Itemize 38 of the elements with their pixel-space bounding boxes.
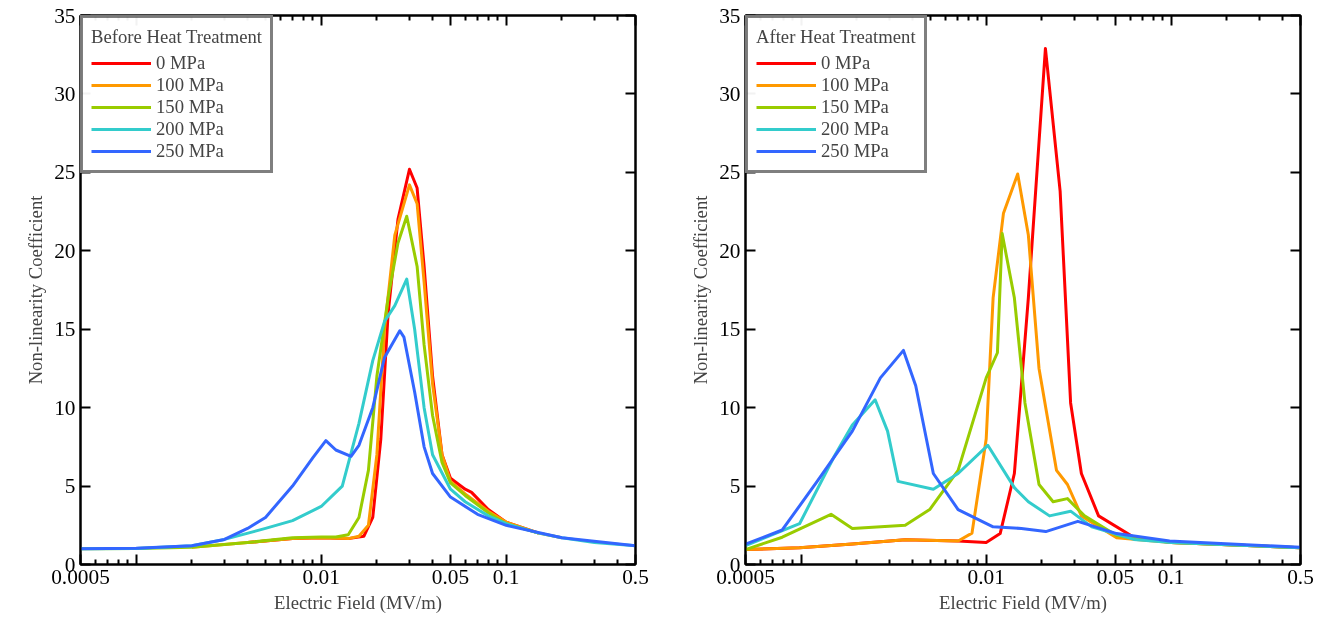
legend-title: After Heat Treatment <box>756 26 916 48</box>
legend-label: 100 MPa <box>156 74 224 96</box>
y-tick-label: 10 <box>719 395 741 420</box>
y-tick-label: 20 <box>54 238 76 263</box>
y-tick-label: 30 <box>719 81 741 106</box>
y-axis-title: Non-linearity Coefficient <box>25 194 47 385</box>
y-tick-label: 35 <box>719 3 741 28</box>
y-tick-label: 10 <box>54 395 76 420</box>
y-tick-label: 15 <box>719 317 741 342</box>
legend-label: 200 MPa <box>156 118 224 140</box>
legend-label: 0 MPa <box>821 52 871 74</box>
y-tick-label: 25 <box>54 160 76 185</box>
x-tick-label: 0.01 <box>302 564 340 589</box>
y-tick-label: 35 <box>54 3 76 28</box>
x-tick-label: 0.5 <box>622 564 649 589</box>
legend-label: 150 MPa <box>156 96 224 118</box>
y-tick-label: 25 <box>719 160 741 185</box>
y-tick-label: 5 <box>64 474 76 499</box>
y-tick-label: 15 <box>54 317 76 342</box>
legend-label: 100 MPa <box>821 74 889 96</box>
legend-label: 200 MPa <box>821 118 889 140</box>
x-tick-label: 0.1 <box>492 564 520 589</box>
x-tick-label: 0.1 <box>1157 564 1185 589</box>
x-tick-label: 0.05 <box>1096 564 1135 589</box>
x-axis-title: Electric Field (MV/m) <box>939 591 1107 614</box>
legend-title: Before Heat Treatment <box>91 26 262 48</box>
legend-label: 250 MPa <box>156 140 224 162</box>
legend-label: 150 MPa <box>821 96 889 118</box>
y-tick-label: 30 <box>54 81 76 106</box>
y-tick-label: 5 <box>729 474 741 499</box>
x-tick-label: 0.5 <box>1287 564 1314 589</box>
legend-label: 0 MPa <box>156 52 206 74</box>
x-axis-title: Electric Field (MV/m) <box>274 591 442 614</box>
y-axis-title: Non-linearity Coefficient <box>690 194 712 385</box>
x-tick-label: 0.05 <box>431 564 470 589</box>
legend-label: 250 MPa <box>821 140 889 162</box>
x-tick-label: 0.01 <box>967 564 1005 589</box>
y-tick-label: 20 <box>719 238 741 263</box>
